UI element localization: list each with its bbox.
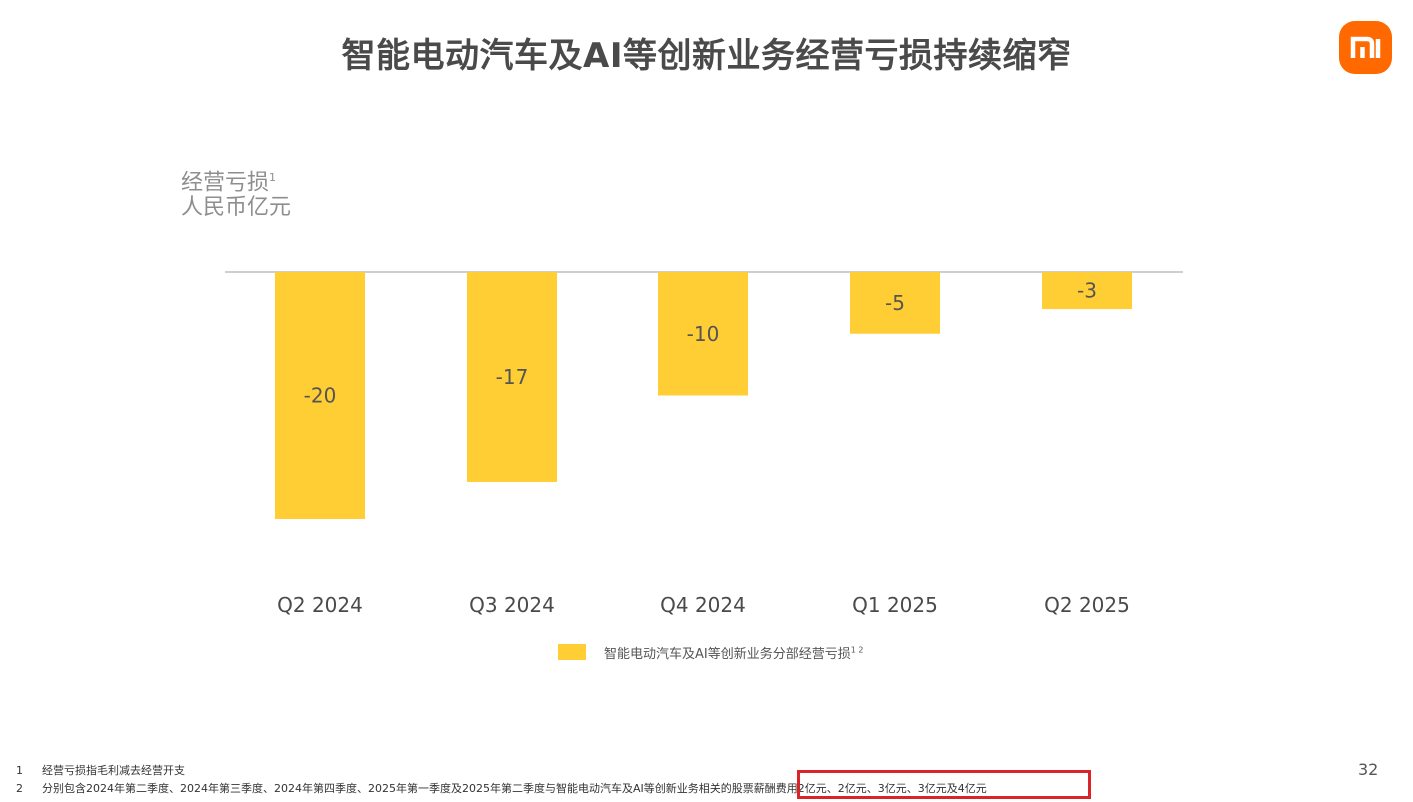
bar-q4-2024 bbox=[658, 272, 748, 396]
page-title: 智能电动汽车及AI等创新业务经营亏损持续缩窄 bbox=[341, 36, 1072, 76]
bar-q2-2025 bbox=[1042, 272, 1132, 310]
page-number: 32 bbox=[1358, 760, 1379, 779]
footnote-highlight-box bbox=[797, 770, 1091, 799]
data-label: -5 bbox=[885, 291, 905, 315]
y-axis-label-line1: 经营亏损 bbox=[181, 170, 270, 196]
footnote-2: 2 分别包含2024年第二季度、2024年第三季度、2024年第四季度、2025年… bbox=[16, 782, 987, 795]
y-axis-label: 经营亏损1 bbox=[181, 164, 276, 197]
y-axis-unit: 人民币亿元 bbox=[181, 195, 292, 220]
data-label: -17 bbox=[496, 365, 529, 389]
x-tick-label: Q4 2024 bbox=[660, 593, 746, 617]
x-tick-label: Q2 2025 bbox=[1044, 593, 1130, 617]
legend-swatch bbox=[558, 644, 586, 660]
y-axis-label-footnote-ref: 1 bbox=[269, 171, 277, 184]
mi-logo-icon bbox=[1339, 21, 1392, 74]
bar-q3-2024 bbox=[467, 272, 557, 482]
data-label: -10 bbox=[687, 322, 720, 346]
footnote-1: 1 经营亏损指毛利减去经营开支 bbox=[16, 764, 185, 777]
x-tick-label: Q3 2024 bbox=[469, 593, 555, 617]
x-tick-label: Q1 2025 bbox=[852, 593, 938, 617]
bar-q1-2025 bbox=[850, 272, 940, 334]
legend: 智能电动汽车及AI等创新业务分部经营亏损1 2 bbox=[558, 641, 863, 663]
data-label: -3 bbox=[1077, 279, 1097, 303]
bar-q2-2024 bbox=[275, 272, 365, 519]
legend-label: 智能电动汽车及AI等创新业务分部经营亏损1 2 bbox=[604, 645, 864, 662]
x-tick-label: Q2 2024 bbox=[277, 593, 363, 617]
data-label: -20 bbox=[304, 384, 337, 408]
